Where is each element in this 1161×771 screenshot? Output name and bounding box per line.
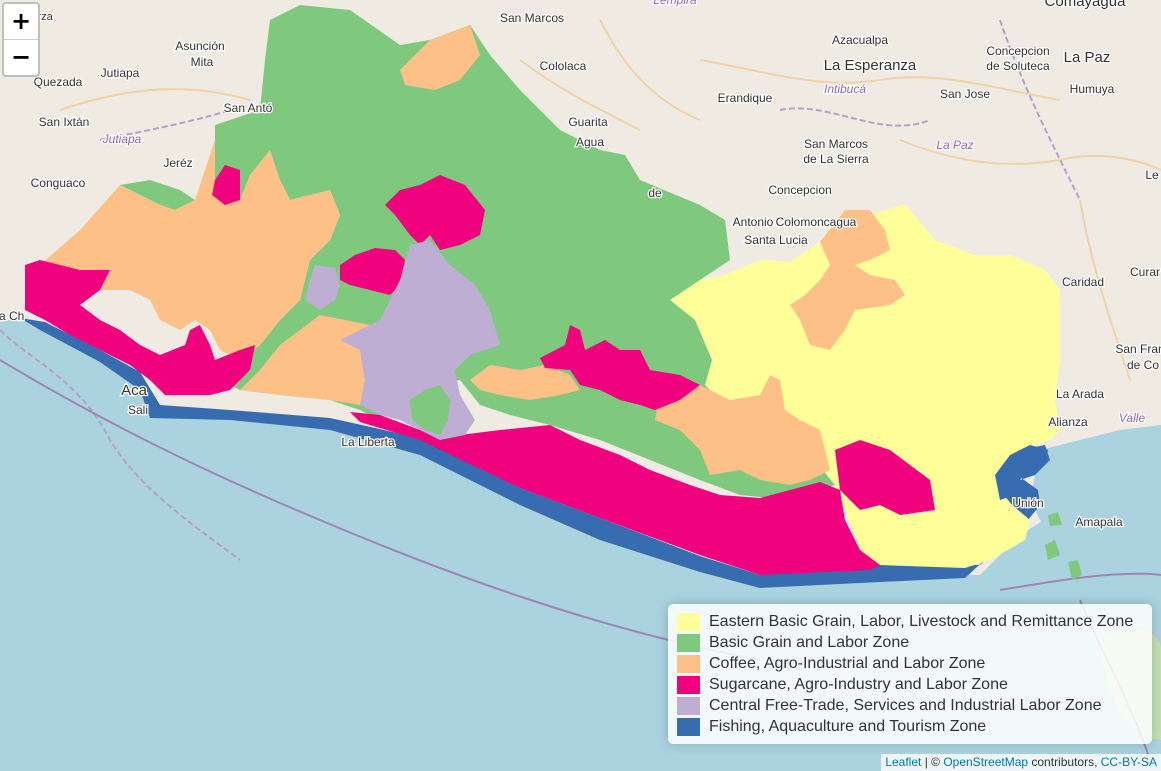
zone-coffee-north[interactable] <box>400 25 480 90</box>
legend: Eastern Basic Grain, Labor, Livestock an… <box>668 604 1152 744</box>
place-label: San Marcos <box>500 11 564 25</box>
legend-label: Coffee, Agro-Industrial and Labor Zone <box>709 654 986 672</box>
place-label: Conguaco <box>31 176 86 190</box>
gulf-inlet <box>995 445 1048 500</box>
zoom-in-button[interactable]: + <box>4 4 38 40</box>
place-label: La Esperanza <box>824 57 917 74</box>
zone-coffee-east-small[interactable] <box>470 365 580 400</box>
place-label: Concepcion <box>986 44 1049 58</box>
place-label: La Liberta <box>341 435 395 449</box>
license-link[interactable]: CC-BY-SA <box>1100 755 1157 769</box>
legend-item: Eastern Basic Grain, Labor, Livestock an… <box>677 611 1143 632</box>
place-label: Erandique <box>718 91 773 105</box>
place-label: Cololaca <box>540 59 587 73</box>
place-label: La Paz <box>1064 49 1111 66</box>
place-label: Jutiapa <box>102 132 142 146</box>
place-label: Agua <box>576 135 604 149</box>
place-label: Colomoncagua <box>776 215 857 229</box>
zone-sugarcane-north1[interactable] <box>385 175 485 250</box>
zones <box>20 5 1082 588</box>
legend-label: Fishing, Aquaculture and Tourism Zone <box>709 717 987 735</box>
osm-link[interactable]: OpenStreetMap <box>943 755 1029 769</box>
zone-gulf-islands[interactable] <box>1045 512 1082 580</box>
place-label: Quezada <box>34 75 83 89</box>
place-label: Comayagua <box>1045 0 1127 10</box>
zone-coffee-northeast[interactable] <box>790 210 905 350</box>
legend-label: Central Free-Trade, Services and Industr… <box>709 696 1102 714</box>
place-label: La Paz <box>936 138 973 152</box>
place-label: Jutiapa <box>101 66 140 80</box>
zone-basic-grain-west[interactable] <box>120 180 195 210</box>
legend-swatch <box>677 717 700 736</box>
place-label: Lempira <box>653 0 697 7</box>
place-label: San Ixtán <box>39 115 90 129</box>
attribution: Leaflet | © OpenStreetMap contributors, … <box>881 754 1161 771</box>
place-label: Le <box>1145 168 1159 182</box>
boundary-lines <box>0 19 1081 561</box>
place-label: Mita <box>191 55 214 69</box>
place-label: Valle <box>1119 411 1146 425</box>
legend-swatch <box>677 633 700 652</box>
zone-sugarcane-southeast[interactable] <box>835 440 935 515</box>
zone-sugarcane-nw[interactable] <box>212 165 240 205</box>
attribution-contrib: contributors, <box>1028 755 1101 769</box>
zone-central-free-trade[interactable] <box>305 240 500 440</box>
place-label: Concepcion <box>768 183 831 197</box>
zone-sugarcane-coast[interactable] <box>350 412 880 575</box>
place-label: Azacualpa <box>832 33 888 47</box>
legend-item: Basic Grain and Labor Zone <box>677 632 1143 653</box>
legend-swatch <box>677 696 700 715</box>
place-label: de Co <box>1127 358 1159 372</box>
zone-sugarcane-west[interactable] <box>25 260 255 395</box>
place-label: Alianza <box>1048 415 1088 429</box>
legend-swatch <box>677 654 700 673</box>
place-label: Antonio <box>733 215 774 229</box>
legend-item: Fishing, Aquaculture and Tourism Zone <box>677 716 1143 737</box>
place-label: ta Ch <box>0 309 24 323</box>
place-label: de Soluteca <box>986 59 1050 73</box>
place-label: Caridad <box>1062 275 1104 289</box>
place-label: Guarita <box>568 115 608 129</box>
place-label: Jeréz <box>163 156 192 170</box>
place-label: La Arada <box>1056 387 1104 401</box>
legend-label: Basic Grain and Labor Zone <box>709 633 910 651</box>
zoom-control: + − <box>2 2 40 77</box>
zone-basic-grain-inner[interactable] <box>410 385 450 435</box>
place-label: Amapala <box>1075 515 1123 529</box>
place-label: de <box>648 186 662 200</box>
place-label: Aca <box>121 382 148 399</box>
zone-sugarcane-north2[interactable] <box>340 248 405 295</box>
place-label: de La Sierra <box>803 152 869 166</box>
legend-label: Eastern Basic Grain, Labor, Livestock an… <box>709 612 1134 630</box>
place-label: San Marcos <box>804 137 868 151</box>
place-label: San Antó <box>224 101 273 115</box>
zone-coffee-east[interactable] <box>655 375 830 485</box>
place-label: Santa Lucia <box>744 233 808 247</box>
leaflet-link[interactable]: Leaflet <box>885 755 922 769</box>
zone-coffee-west[interactable] <box>40 140 340 360</box>
gulf-water <box>1030 425 1161 560</box>
zoom-out-button[interactable]: − <box>10 43 32 71</box>
place-label: Sali <box>128 403 148 417</box>
legend-item: Coffee, Agro-Industrial and Labor Zone <box>677 653 1143 674</box>
place-label: Curar <box>1130 265 1160 279</box>
zone-sugarcane-east[interactable] <box>540 325 700 410</box>
legend-label: Sugarcane, Agro-Industry and Labor Zone <box>709 675 1008 693</box>
place-label: Unión <box>1012 496 1043 510</box>
place-label: Asunción <box>175 39 224 53</box>
place-label: San Fran <box>1115 342 1161 356</box>
legend-swatch <box>677 675 700 694</box>
legend-item: Sugarcane, Agro-Industry and Labor Zone <box>677 674 1143 695</box>
zone-eastern-basic-grain[interactable] <box>670 204 1060 568</box>
place-label: Intibucá <box>824 82 866 96</box>
place-label: Humuya <box>1070 82 1115 96</box>
road-lines <box>59 19 1161 381</box>
place-label: San Jose <box>940 87 990 101</box>
legend-swatch <box>677 612 700 631</box>
legend-item: Central Free-Trade, Services and Industr… <box>677 695 1143 716</box>
attribution-separator: | © <box>921 755 944 769</box>
